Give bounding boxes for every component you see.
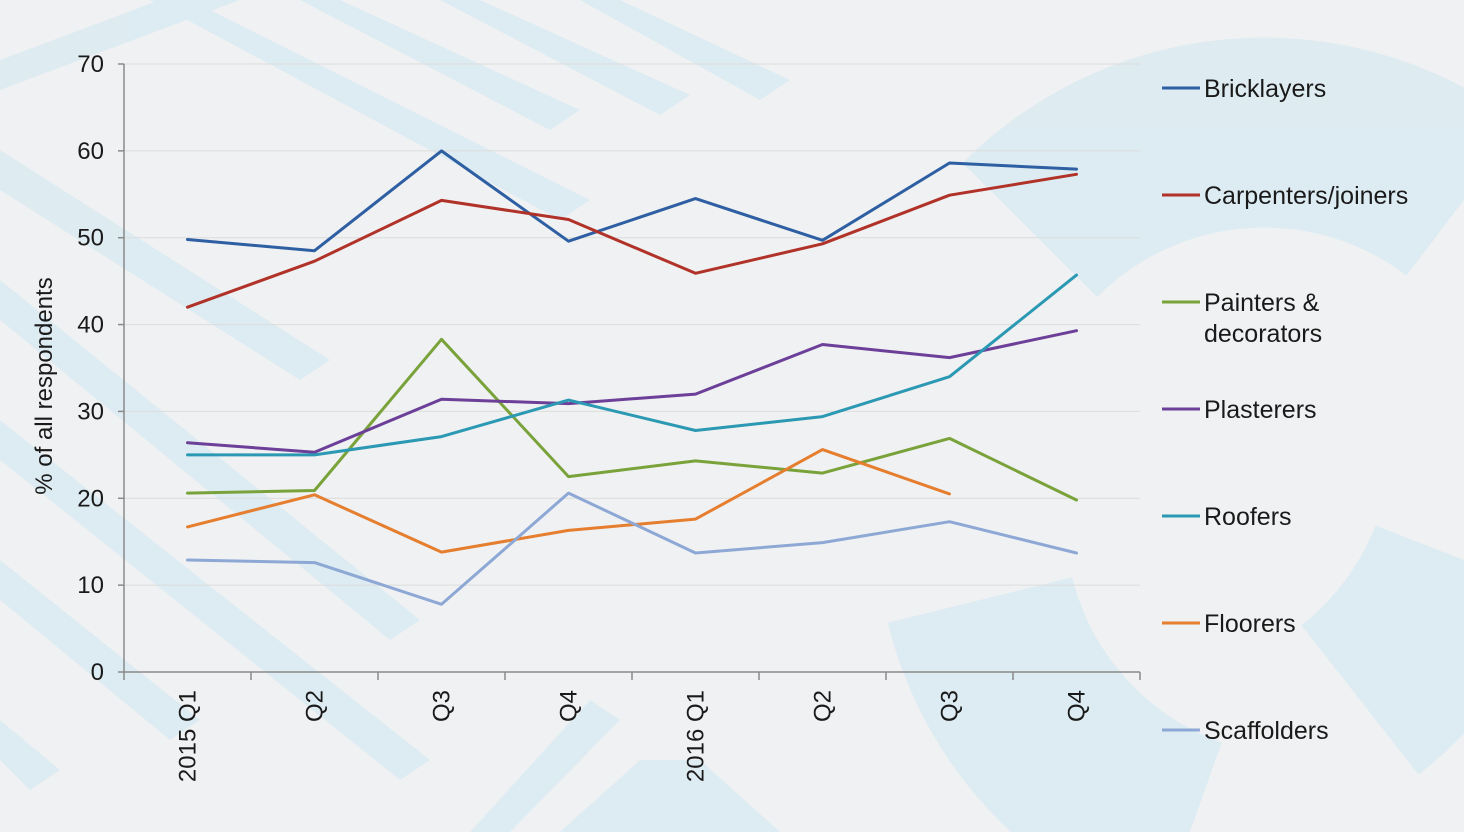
x-tick-label: Q4 — [556, 690, 583, 722]
legend-label-roofers: Roofers — [1204, 503, 1292, 531]
series-line-carpenters-joiners — [186, 172, 1078, 309]
legend-label-carpenters-joiners: Carpenters/joiners — [1204, 182, 1408, 210]
series-lines — [186, 149, 1078, 606]
x-tick-label: Q4 — [1064, 690, 1091, 722]
series-line-painters-decorators — [186, 337, 1078, 502]
y-tick-label: 0 — [91, 659, 104, 686]
x-tick-label: 2015 Q1 — [175, 690, 202, 782]
y-tick-label: 10 — [77, 572, 104, 599]
x-tick-label: Q3 — [429, 690, 456, 722]
y-tick-label: 60 — [77, 138, 104, 165]
legend-label-scaffolders: Scaffolders — [1204, 717, 1329, 745]
legend-label-painters-decorators: Painters & decorators — [1204, 289, 1322, 348]
series-line-roofers — [186, 273, 1078, 457]
legend-label-floorers: Floorers — [1204, 610, 1296, 638]
x-tick-label: Q2 — [810, 690, 837, 722]
x-tick-label: Q3 — [937, 690, 964, 722]
series-line-scaffolders — [186, 491, 1078, 606]
y-axis-title: % of all respondents — [31, 277, 58, 494]
y-tick-label: 30 — [77, 398, 104, 425]
axes: 0 10 20 30 40 50 60 70 2015 Q1 Q2 Q3 Q4 2016 Q1 Q2 Q3 Q… — [31, 51, 1141, 782]
gridlines — [124, 63, 1140, 586]
legend-label-plasterers: Plasterers — [1204, 396, 1317, 424]
series-line-floorers — [186, 448, 951, 554]
y-tick-label: 40 — [77, 312, 104, 339]
series-line-plasterers — [186, 329, 1078, 454]
series-line-bricklayers — [186, 149, 1078, 253]
legend-label-bricklayers: Bricklayers — [1204, 75, 1326, 103]
y-tick-label: 70 — [77, 51, 104, 78]
x-tick-label: 2016 Q1 — [683, 690, 710, 782]
legend: Bricklayers Carpenters/joiners Painters & d… — [1162, 75, 1408, 745]
y-tick-label: 50 — [77, 225, 104, 252]
x-tick-label: Q2 — [302, 690, 329, 722]
y-tick-label: 20 — [77, 485, 104, 512]
